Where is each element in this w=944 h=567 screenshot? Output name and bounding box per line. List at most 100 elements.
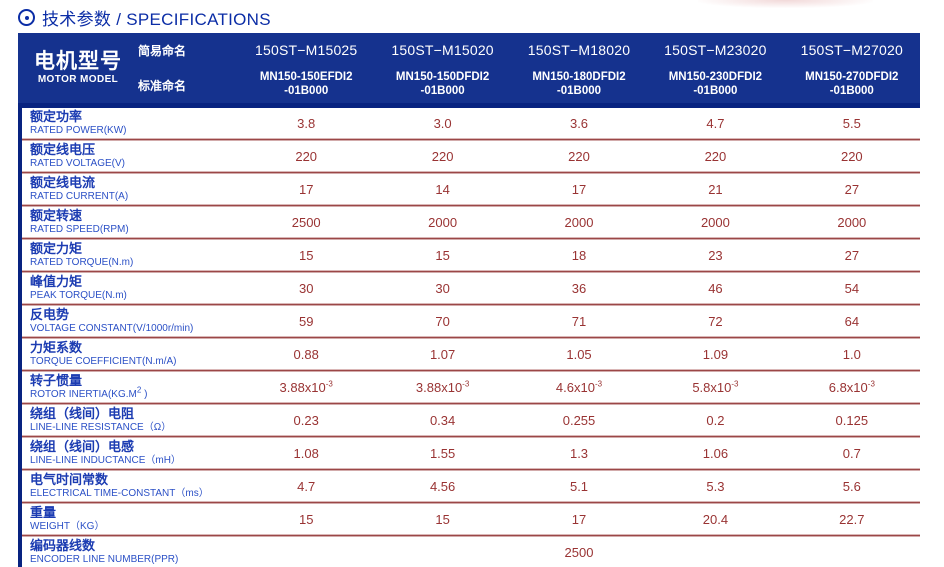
row-label-en: WEIGHT（KG）: [30, 520, 105, 532]
table-row-line-resistance: 绕组（线间）电阻 LINE-LINE RESISTANCE（Ω） 0.23 0.…: [18, 405, 920, 435]
row-divider: [18, 138, 920, 141]
table-row-time-constant: 电气时间常数 ELECTRICAL TIME-CONSTANT（ms） 4.7 …: [18, 471, 920, 501]
cell-value: 20.4: [702, 511, 729, 527]
row-label-en: ENCODER LINE NUMBER(PPR): [30, 553, 179, 565]
cell-value: 17: [298, 181, 314, 197]
column-header-standard: MN150-180DFDI2 -01B000: [532, 71, 626, 97]
row-label-en: RATED VOLTAGE(V): [30, 157, 126, 169]
row-divider: [18, 435, 920, 438]
column-header-simple: 150ST−M15020: [391, 42, 494, 58]
row-label: 绕组（线间）电感 LINE-LINE INDUCTANCE（mH）: [22, 439, 238, 466]
cell-value: 220: [568, 148, 590, 164]
table-row-rotor-inertia: 转子惯量 ROTOR INERTIA(KG.M2 ) 3.88x10-3 3.8…: [18, 372, 920, 402]
row-label-zh: 重量: [30, 504, 57, 520]
section-title: 技术参数 / SPECIFICATIONS: [18, 5, 271, 30]
cell-value: 1.3: [569, 445, 589, 461]
row-divider: [18, 204, 920, 207]
row-label-en: LINE-LINE INDUCTANCE（mH）: [30, 454, 181, 466]
row-label-zh: 额定功率: [30, 108, 83, 124]
row-label-zh: 编码器线数: [30, 537, 96, 553]
row-label-en: RATED SPEED(RPM): [30, 223, 129, 235]
cell-value: 30: [298, 280, 314, 296]
row-label-zh: 峰值力矩: [30, 273, 83, 289]
photo-artifact: [698, 0, 873, 8]
column-header-standard: MN150-270DFDI2 -01B000: [805, 71, 899, 97]
cell-value: 30: [435, 280, 450, 296]
cell-value: 1.06: [702, 445, 729, 461]
column-header-simple: 150ST−M15025: [254, 42, 358, 58]
table-row-weight: 重量 WEIGHT（KG） 15 15 17 20.4 22.7: [18, 504, 920, 534]
table-row-rated-speed: 额定转速 RATED SPEED(RPM) 2500 2000 2000 200…: [18, 207, 920, 237]
cell-value: 59: [298, 313, 314, 329]
cell-value: 54: [844, 280, 860, 296]
cell-value: 72: [708, 313, 723, 329]
cell-value: 4.7: [297, 478, 316, 494]
row-label-en: TORQUE COEFFICIENT(N.m/A): [30, 355, 177, 367]
cell-value: 71: [571, 313, 587, 329]
column-header-standard: MN150-150DFDI2 -01B000: [395, 71, 490, 97]
row-label: 额定功率 RATED POWER(KW): [22, 108, 238, 136]
cell-value: 220: [295, 148, 318, 164]
row-label-en: RATED CURRENT(A): [30, 190, 129, 202]
cell-value: 1.05: [566, 346, 592, 362]
cell-value: 0.7: [842, 445, 861, 461]
cell-value: 70: [435, 313, 450, 329]
row-label-en: VOLTAGE CONSTANT(V/1000r/min): [30, 322, 194, 334]
row-label: 额定转速 RATED SPEED(RPM): [22, 207, 238, 235]
cell-value: 3.6: [569, 115, 589, 131]
motor-model-header: 电机型号 MOTOR MODEL: [18, 33, 138, 103]
cell-value: 15: [298, 247, 314, 263]
table-row-rated-voltage: 额定线电压 RATED VOLTAGE(V) 220 220 220 220 2…: [18, 141, 920, 171]
cell-value: 1.0: [842, 346, 861, 362]
row-label: 编码器线数 ENCODER LINE NUMBER(PPR): [22, 537, 238, 565]
cell-value: 0.23: [293, 412, 319, 428]
cell-value: 2000: [837, 214, 867, 230]
cell-value: 2000: [700, 214, 730, 230]
row-divider: [18, 336, 920, 339]
cell-value: 4.7: [706, 115, 725, 131]
cell-value: 4.6x10-3: [555, 379, 603, 395]
cell-value: 15: [435, 511, 450, 527]
row-label-zh: 额定转速: [30, 207, 83, 223]
row-label-zh: 额定力矩: [30, 240, 83, 256]
section-title-text: 技术参数 / SPECIFICATIONS: [42, 10, 271, 29]
specifications-table: 电机型号 MOTOR MODEL 简易命名 150ST−M15025 150ST…: [18, 33, 920, 567]
cell-value: 17: [571, 511, 587, 527]
row-divider: [18, 171, 920, 174]
cell-value: 0.34: [429, 412, 456, 428]
row-divider: [18, 402, 920, 405]
table-row-torque-coefficient: 力矩系数 TORQUE COEFFICIENT(N.m/A) 0.88 1.07…: [18, 339, 920, 369]
row-divider: [18, 303, 920, 306]
cell-value: 46: [708, 280, 723, 296]
row-label: 转子惯量 ROTOR INERTIA(KG.M2 ): [22, 372, 238, 400]
cell-value: 4.56: [429, 478, 456, 494]
row-label-en: ROTOR INERTIA(KG.M2 ): [30, 385, 148, 400]
cell-value: 2000: [428, 214, 458, 230]
cell-value: 3.88x10-3: [279, 379, 333, 395]
table-row-peak-torque: 峰值力矩 PEAK TORQUE(N.m) 30 30 36 46 54: [18, 273, 920, 303]
cell-value: 17: [571, 181, 587, 197]
cell-value: 6.8x10-3: [828, 379, 875, 395]
row-label-zh: 转子惯量: [30, 372, 83, 388]
cell-value: 0.255: [562, 412, 596, 428]
cell-value: 14: [435, 181, 450, 197]
cell-value: 0.88: [293, 346, 319, 362]
row-divider: [18, 468, 920, 471]
cell-value: 220: [704, 148, 727, 164]
column-header-simple: 150ST−M27020: [800, 42, 903, 58]
cell-value: 5.3: [706, 478, 725, 494]
row-label-en: PEAK TORQUE(N.m): [30, 289, 127, 301]
cell-value: 1.08: [293, 445, 319, 461]
cell-value: 3.0: [433, 115, 452, 131]
simple-name-label: 简易命名: [138, 43, 187, 58]
cell-value: 21: [708, 181, 723, 197]
table-row-encoder-lines: 编码器线数 ENCODER LINE NUMBER(PPR) 2500: [18, 537, 920, 567]
row-label: 绕组（线间）电阻 LINE-LINE RESISTANCE（Ω）: [22, 406, 238, 433]
cell-value: 18: [571, 247, 587, 263]
standard-name-label: 标准命名: [138, 78, 187, 93]
cell-value: 36: [571, 280, 587, 296]
row-label-zh: 额定线电流: [30, 174, 96, 190]
row-label-zh: 力矩系数: [30, 339, 83, 355]
cell-value: 220: [431, 148, 454, 164]
table-row-voltage-constant: 反电势 VOLTAGE CONSTANT(V/1000r/min) 59 70 …: [18, 306, 920, 336]
